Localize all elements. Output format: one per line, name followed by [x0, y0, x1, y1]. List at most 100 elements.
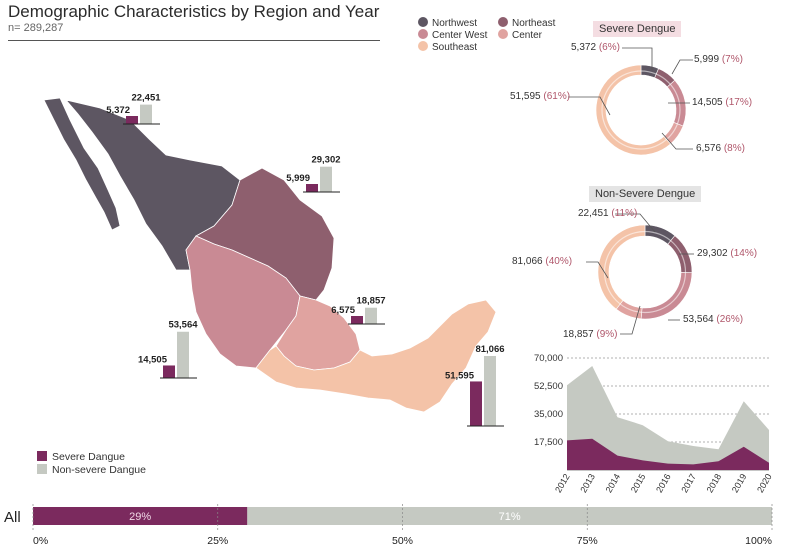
donut-callout-lines [568, 47, 694, 335]
region-bar-nonsevere-center [365, 307, 377, 324]
region-value-severe-northwest: 5,372 [106, 105, 130, 116]
severe-callout-northeast: 5,999 (7%) [694, 54, 743, 65]
all-x-tick-label: 25% [207, 535, 228, 545]
sample-size: n= 289,287 [8, 22, 64, 34]
callout-pct: (9%) [596, 329, 618, 340]
legend-swatch-nonsevere [37, 464, 47, 474]
legend-swatch [498, 29, 508, 39]
area-series [567, 366, 769, 470]
legend-northwest: Northwest [418, 17, 477, 29]
nonsevere-callout-center-west: 53,564 (26%) [683, 314, 743, 325]
donut-title-nonsevere: Non-Severe Dengue [589, 186, 702, 202]
nonsevere-callout-southeast: 81,066 (40%) [512, 256, 572, 267]
callout-value: 22,451 [578, 208, 609, 219]
legend-center-west: Center West [418, 29, 487, 41]
region-bar-nonsevere-center-west [177, 331, 189, 378]
callout-value: 53,564 [683, 314, 714, 325]
callout-value: 6,576 [696, 143, 722, 154]
callout-pct: (40%) [545, 256, 573, 267]
region-bar-severe-center [351, 316, 363, 324]
area-y-tick-label: 17,500 [534, 437, 563, 448]
region-value-severe-northeast: 5,999 [286, 173, 310, 184]
callout-value: 14,505 [692, 97, 723, 108]
all-x-tick-label: 50% [392, 535, 413, 545]
severe-callout-center-west: 14,505 (17%) [692, 97, 752, 108]
donut-title-severe: Severe Dengue [593, 21, 682, 37]
all-category-label: All [4, 509, 21, 526]
region-value-nonsevere-center-west: 53,564 [168, 320, 198, 331]
area-y-tick-label: 70,000 [534, 353, 563, 364]
area-series-severe [567, 438, 769, 470]
severe-callout-northwest: 5,372 (6%) [571, 42, 620, 53]
callout-value: 5,999 [694, 54, 720, 65]
callout-pct: (11%) [611, 208, 638, 219]
region-value-nonsevere-northeast: 29,302 [311, 155, 340, 166]
region-value-nonsevere-southeast: 81,066 [475, 344, 504, 355]
page-title: Demographic Characteristics by Region an… [8, 2, 380, 21]
callout-value: 51,595 [510, 91, 541, 102]
callout-value: 81,066 [512, 256, 543, 267]
legend-label: Northeast [512, 18, 556, 29]
legend-label: Center [512, 30, 543, 41]
all-x-tick-label: 0% [33, 535, 48, 545]
area-y-tick-labels: 17,500 35,000 52,500 70,000 [534, 353, 563, 448]
callout-pct: (61%) [543, 91, 571, 102]
region-bar-nonsevere-northeast [320, 166, 332, 192]
nonsevere-callout-northwest: 22,451 (11%) [578, 208, 637, 219]
all-bar-nonsevere-label: 71% [499, 511, 521, 523]
legend-label: Northwest [432, 18, 478, 29]
all-bar-severe [33, 507, 248, 525]
all-bar: 29% 71% [33, 507, 772, 525]
legend-swatch-severe [37, 451, 47, 461]
legend-label: Southeast [432, 42, 478, 53]
region-bar-severe-center-west [163, 365, 175, 378]
legend-southeast: Southeast [418, 41, 477, 53]
legend-swatch [418, 41, 428, 51]
region-bar-nonsevere-southeast [484, 356, 496, 426]
donut-slice-southeast [597, 224, 646, 310]
callout-value: 18,857 [563, 329, 594, 340]
callout-pct: (26%) [716, 314, 744, 325]
region-bar-severe-northwest [126, 116, 138, 124]
area-series-nonsevere [567, 366, 769, 470]
nonsevere-callout-northeast: 29,302 (14%) [697, 248, 757, 259]
callout-value: 29,302 [697, 248, 728, 259]
legend-label: Center West [432, 30, 488, 41]
severe-callout-center: 6,576 (8%) [696, 143, 745, 154]
area-y-tick-label: 52,500 [534, 381, 563, 392]
legend-swatch [418, 29, 428, 39]
legend-label-nonsevere: Non-severe Dangue [52, 464, 146, 476]
map-region-southeast [255, 299, 497, 413]
all-bar-severe-label: 29% [129, 511, 151, 523]
callout-pct: (8%) [723, 143, 745, 154]
legend-label-severe: Severe Dangue [52, 451, 125, 463]
region-value-severe-southeast: 51,595 [445, 370, 475, 381]
severe-callout-southeast: 51,595 (61%) [510, 91, 570, 102]
callout-value: 5,372 [571, 42, 597, 53]
region-bar-nonsevere-northwest [140, 104, 152, 124]
title-divider [8, 40, 380, 41]
donut-slice-southeast [595, 64, 671, 156]
legend-center: Center [498, 29, 542, 41]
all-x-tick-label: 75% [577, 535, 598, 545]
all-x-ticks: 0% 25% 50% 75% 100% [32, 504, 773, 545]
legend-swatch [498, 17, 508, 27]
all-bar-nonsevere [247, 507, 772, 525]
callout-pct: (17%) [725, 97, 753, 108]
legend-swatch [418, 17, 428, 27]
donut-inner-ring [601, 70, 681, 150]
region-value-severe-center-west: 14,505 [138, 354, 168, 365]
legend-northeast: Northeast [498, 17, 555, 29]
nonsevere-callout-center: 18,857 (9%) [563, 329, 618, 340]
region-value-nonsevere-center: 18,857 [356, 296, 385, 307]
callout-pct: (14%) [730, 248, 758, 259]
region-value-nonsevere-northwest: 22,451 [131, 93, 161, 104]
region-bar-severe-southeast [470, 381, 482, 426]
region-value-severe-center: 6,575 [331, 305, 355, 316]
region-bar-severe-northeast [306, 184, 318, 192]
